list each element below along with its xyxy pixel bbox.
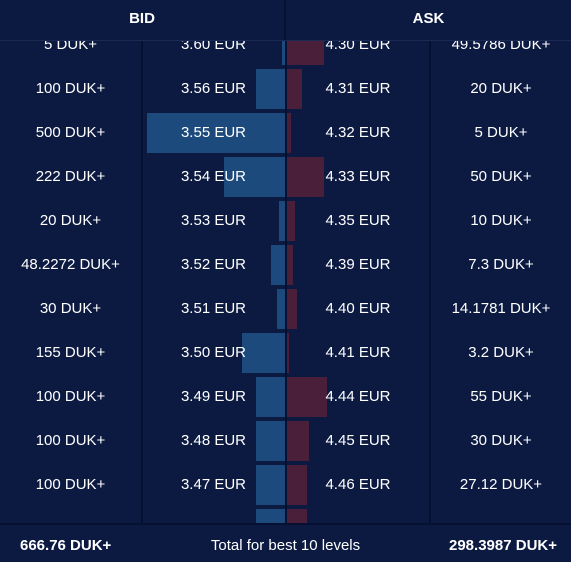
order-book-footer: 666.76 DUK+ Total for best 10 levels 298… [0,523,571,562]
order-book-rows[interactable]: 5 DUK+ 3.60 EUR 4.30 EUR 49.5786 DUK+ 100 DU… [0,41,571,523]
bid-total: 666.76 DUK+ [20,537,112,554]
bid-quantity: 20 DUK+ [39,212,102,229]
total-label: Total for best 10 levels [210,537,361,554]
bid-price: 3.47 EUR [180,476,247,493]
ask-quantity: 50 DUK+ [470,168,532,185]
ask-price: 4.30 EUR [325,41,391,53]
order-book-row[interactable]: 20 DUK+ 3.53 EUR 4.35 EUR 10 DUK+ [0,201,571,245]
ask-price: 4.45 EUR [325,432,391,449]
ask-depth-bar [287,113,291,153]
ask-quantity: 20 DUK+ [470,80,532,97]
ask-depth-bar [287,245,293,285]
bid-quantity [0,509,141,523]
order-book-row[interactable]: 48.2272 DUK+ 3.52 EUR 4.39 EUR 7.3 DUK+ [0,245,571,289]
bid-quantity: 100 DUK+ [35,80,106,97]
ask-price [287,509,429,523]
ask-price: 4.31 EUR [325,80,391,97]
bid-quantity: 222 DUK+ [35,168,106,185]
bid-depth-bar [256,421,285,461]
ask-depth-bar [287,421,309,461]
bid-price: 3.56 EUR [180,80,247,97]
bid-depth-bar [277,289,285,329]
ask-quantity: 30 DUK+ [470,432,532,449]
bid-depth-bar [242,333,285,373]
center-divider [285,41,287,523]
ask-quantity: 7.3 DUK+ [468,256,534,273]
ask-depth-bar [287,465,307,505]
ask-quantity: 5 DUK+ [474,124,528,141]
bid-price: 3.60 EUR [180,41,247,53]
bid-price: 3.49 EUR [180,388,247,405]
bid-price: 3.48 EUR [180,432,247,449]
bid-price: 3.52 EUR [180,256,247,273]
ask-price: 4.33 EUR [325,168,391,185]
ask-quantity: 10 DUK+ [470,212,532,229]
ask-price: 4.39 EUR [325,256,391,273]
bid-quantity: 5 DUK+ [44,41,97,53]
bid-price: 3.51 EUR [180,300,247,317]
order-book-header: BID ASK [0,0,571,41]
order-book-row[interactable]: 500 DUK+ 3.55 EUR 4.32 EUR 5 DUK+ [0,113,571,157]
column-divider [141,41,143,523]
bid-depth-bar [256,69,285,109]
ask-quantity: 49.5786 DUK+ [451,41,551,53]
order-book-row[interactable]: 30 DUK+ 3.51 EUR 4.40 EUR 14.1781 DUK+ [0,289,571,333]
ask-depth-bar [287,69,302,109]
bid-quantity: 155 DUK+ [35,344,106,361]
order-book-row[interactable]: 100 DUK+ 3.48 EUR 4.45 EUR 30 DUK+ [0,421,571,465]
ask-quantity: 27.12 DUK+ [459,476,543,493]
bid-depth-bar [224,157,285,197]
ask-quantity: 55 DUK+ [470,388,532,405]
ask-price: 4.40 EUR [325,300,391,317]
bid-price: 3.54 EUR [180,168,247,185]
bid-depth-bar [256,465,285,505]
ask-price: 4.44 EUR [325,388,391,405]
bid-quantity: 48.2272 DUK+ [21,256,120,273]
ask-depth-bar [287,201,295,241]
bid-depth-bar [279,201,285,241]
order-book-row[interactable]: 155 DUK+ 3.50 EUR 4.41 EUR 3.2 DUK+ [0,333,571,377]
bid-quantity: 100 DUK+ [35,432,106,449]
bid-price [143,509,284,523]
ask-depth-bar [287,157,324,197]
ask-price: 4.32 EUR [325,124,391,141]
ask-quantity: 3.2 DUK+ [468,344,534,361]
column-divider [429,41,431,523]
bid-price: 3.53 EUR [180,212,247,229]
order-book-row[interactable]: 100 DUK+ 3.56 EUR 4.31 EUR 20 DUK+ [0,69,571,113]
bid-quantity: 100 DUK+ [35,476,106,493]
ask-quantity [431,509,571,523]
order-book-row[interactable]: 100 DUK+ 3.47 EUR 4.46 EUR 27.12 DUK+ [0,465,571,509]
bid-header: BID [129,10,155,27]
ask-depth-bar [287,41,324,65]
bid-depth-bar [271,245,285,285]
bid-depth-bar [147,113,285,153]
ask-price: 4.35 EUR [325,212,391,229]
ask-header: ASK [412,10,445,27]
order-book-row[interactable]: 100 DUK+ 3.49 EUR 4.44 EUR 55 DUK+ [0,377,571,421]
bid-quantity: 30 DUK+ [39,300,102,317]
bid-quantity: 500 DUK+ [35,124,106,141]
ask-depth-bar [287,509,307,523]
ask-total: 298.3987 DUK+ [449,537,557,554]
bid-depth-bar [256,377,285,417]
ask-depth-bar [287,377,327,417]
ask-price: 4.41 EUR [325,344,391,361]
ask-price: 4.46 EUR [325,476,391,493]
order-book-row[interactable]: 5 DUK+ 3.60 EUR 4.30 EUR 49.5786 DUK+ [0,41,571,69]
bid-quantity: 100 DUK+ [35,388,106,405]
bid-price: 3.50 EUR [180,344,247,361]
bid-depth-bar [256,509,285,523]
ask-depth-bar [287,289,297,329]
order-book-row[interactable] [0,509,571,523]
ask-depth-bar [287,333,289,373]
order-book-row[interactable]: 222 DUK+ 3.54 EUR 4.33 EUR 50 DUK+ [0,157,571,201]
header-divider [284,0,286,40]
ask-quantity: 14.1781 DUK+ [451,300,551,317]
bid-depth-bar [282,41,285,65]
bid-price: 3.55 EUR [180,124,247,141]
